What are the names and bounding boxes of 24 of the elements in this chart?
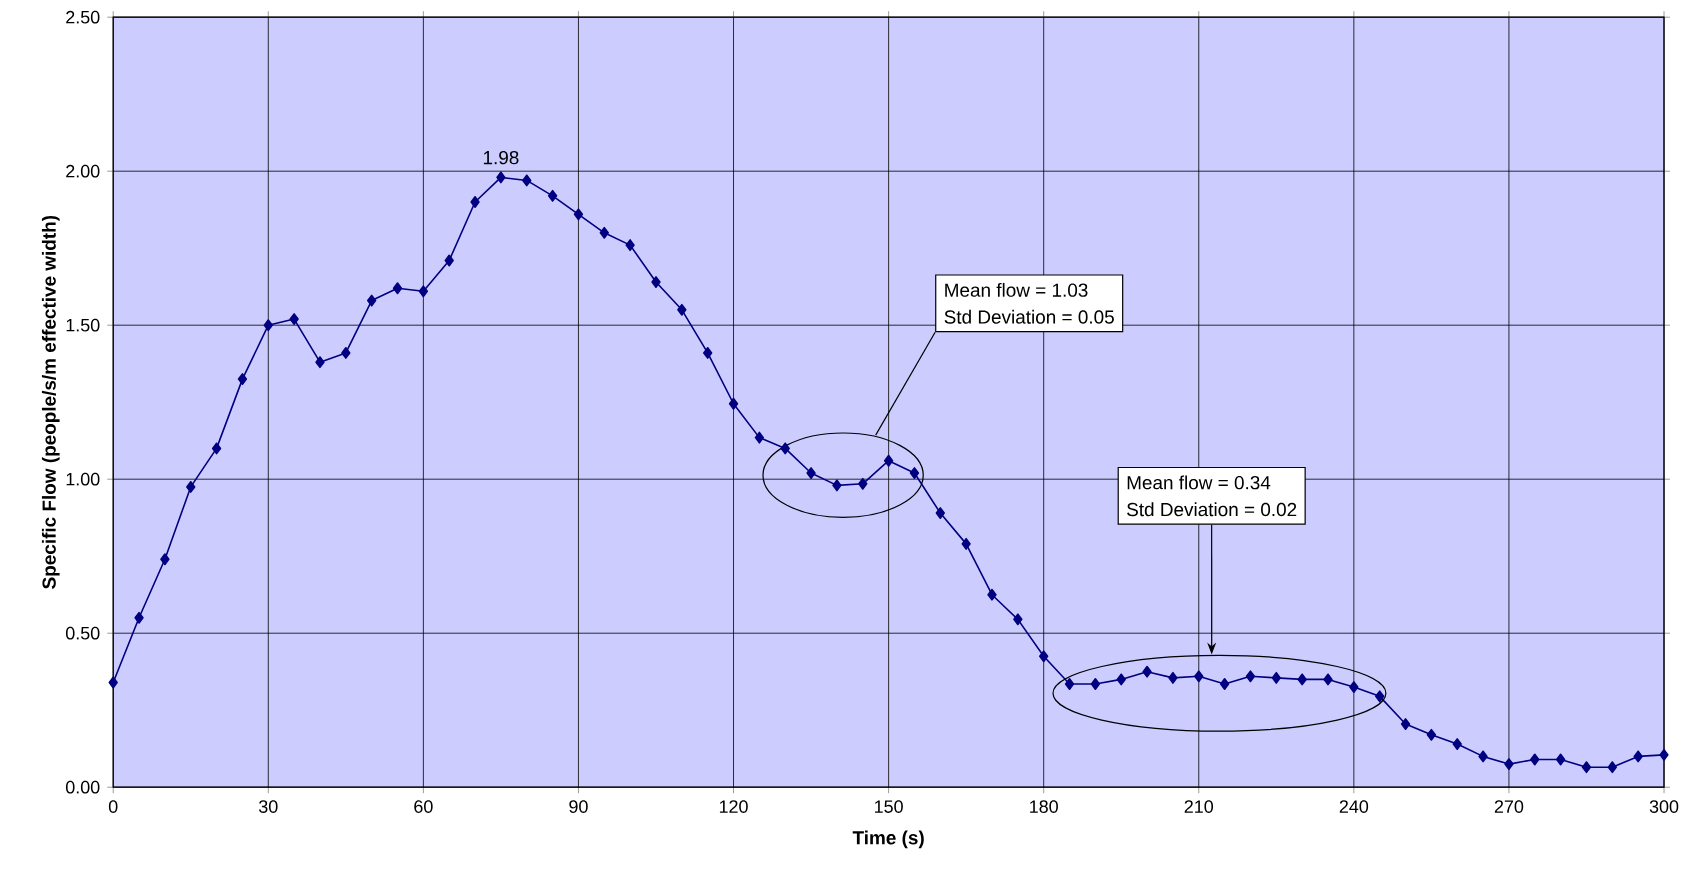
annotation: Std Deviation = 0.02 — [1127, 502, 1297, 517]
y-tick-label: 1.50 — [66, 318, 100, 332]
y-tick-label: 0.00 — [65, 780, 100, 794]
annotation: 1.98 — [483, 150, 519, 165]
x-tick-label: 60 — [414, 800, 433, 813]
x-tick-label: 300 — [1649, 800, 1679, 813]
annotation: Std Deviation = 0.05 — [944, 309, 1114, 324]
x-tick-label: 0 — [108, 800, 118, 813]
y-tick-label: 2.50 — [66, 10, 100, 24]
x-tick-label: 30 — [259, 800, 278, 813]
y-axis-title: Specific Flow (people/s/m effective width) — [41, 215, 60, 589]
x-tick-label: 150 — [875, 800, 903, 813]
y-tick-label: 0.50 — [65, 626, 100, 640]
y-tick-label: 2.00 — [66, 164, 100, 178]
x-tick-label: 180 — [1030, 800, 1058, 813]
x-axis-title: Time (s) — [852, 830, 924, 849]
x-tick-label: 270 — [1494, 800, 1524, 813]
x-tick-label: 120 — [719, 800, 748, 813]
x-tick-label: 90 — [569, 800, 588, 813]
y-tick-label: 1.00 — [66, 472, 100, 486]
x-tick-label: 210 — [1184, 800, 1214, 813]
annotation: Mean flow = 1.03 — [945, 282, 1088, 297]
annotation: Mean flow = 0.34 — [1127, 475, 1271, 490]
x-tick-label: 240 — [1339, 800, 1369, 813]
